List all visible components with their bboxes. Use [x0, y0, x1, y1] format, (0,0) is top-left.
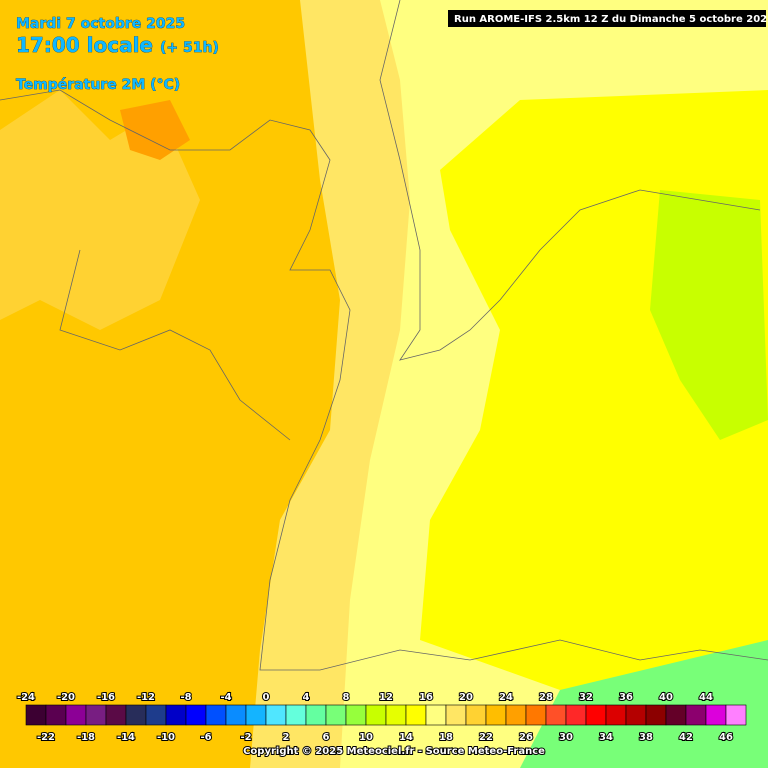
legend-swatch	[365, 704, 387, 726]
legend-label: -6	[200, 732, 211, 743]
legend-label: 0	[263, 692, 270, 703]
legend-swatch	[85, 704, 107, 726]
legend-swatch	[445, 704, 467, 726]
legend-label: 38	[639, 732, 653, 743]
legend-swatch	[605, 704, 627, 726]
field-name: Température 2M (°C)	[16, 77, 180, 93]
legend-swatch	[325, 704, 347, 726]
legend: -24-22-20-18-16-14-12-10-8-6-4-202468101…	[16, 691, 747, 744]
legend-swatch	[645, 704, 667, 726]
legend-label: 20	[459, 692, 473, 703]
legend-label: 12	[379, 692, 393, 703]
borders	[0, 0, 768, 671]
legend-swatch	[545, 704, 567, 726]
legend-label: 24	[499, 692, 513, 703]
legend-swatch	[485, 704, 507, 726]
legend-swatch	[625, 704, 647, 726]
legend-label: 36	[619, 692, 633, 703]
legend-swatch	[565, 704, 587, 726]
legend-label: 14	[399, 732, 413, 743]
legend-label: -4	[220, 692, 231, 703]
legend-swatch	[685, 704, 707, 726]
legend-label: 40	[659, 692, 673, 703]
time: 17:00 locale	[16, 33, 153, 57]
legend-label: -14	[117, 732, 135, 743]
legend-swatch	[265, 704, 287, 726]
run-info: Run AROME-IFS 2.5km 12 Z du Dimanche 5 o…	[454, 14, 768, 25]
legend-label: -22	[37, 732, 55, 743]
legend-swatch	[65, 704, 87, 726]
run-banner	[448, 10, 766, 27]
map-zone	[650, 190, 768, 440]
legend-swatch	[345, 704, 367, 726]
legend-swatch	[705, 704, 727, 726]
legend-swatch	[505, 704, 527, 726]
legend-swatch	[225, 704, 247, 726]
legend-label: 18	[439, 732, 453, 743]
legend-label: 26	[519, 732, 533, 743]
legend-label: 4	[303, 692, 310, 703]
legend-swatch	[525, 704, 547, 726]
legend-swatch	[305, 704, 327, 726]
legend-swatch	[125, 704, 147, 726]
legend-swatch	[185, 704, 207, 726]
legend-swatch	[405, 704, 427, 726]
legend-label: -20	[57, 692, 75, 703]
legend-label: -2	[240, 732, 251, 743]
legend-label: 28	[539, 692, 553, 703]
legend-label: 30	[559, 732, 573, 743]
legend-label: -10	[157, 732, 175, 743]
legend-label: 34	[599, 732, 613, 743]
map-zone	[520, 640, 768, 768]
legend-label: 16	[419, 692, 433, 703]
copyright: Copyright © 2025 Meteociel.fr - Source M…	[243, 746, 545, 757]
legend-label: -12	[137, 692, 155, 703]
legend-swatch	[285, 704, 307, 726]
legend-label: 42	[679, 732, 693, 743]
legend-swatch	[665, 704, 687, 726]
legend-swatch	[245, 704, 267, 726]
legend-label: -18	[77, 732, 95, 743]
legend-label: 2	[283, 732, 290, 743]
legend-label: 32	[579, 692, 593, 703]
legend-swatch	[165, 704, 187, 726]
legend-swatch	[145, 704, 167, 726]
date: Mardi 7 octobre 2025	[16, 16, 185, 32]
legend-label: -16	[97, 692, 115, 703]
legend-label: 22	[479, 732, 493, 743]
legend-label: 46	[719, 732, 733, 743]
legend-label: -8	[180, 692, 191, 703]
legend-swatch	[205, 704, 227, 726]
legend-swatch	[45, 704, 67, 726]
legend-label: 8	[343, 692, 350, 703]
legend-label: 10	[359, 732, 373, 743]
legend-swatch	[385, 704, 407, 726]
legend-swatch	[585, 704, 607, 726]
legend-label: -24	[17, 692, 35, 703]
legend-swatch	[465, 704, 487, 726]
lead-time: (+ 51h)	[160, 40, 219, 56]
legend-label: 44	[699, 692, 713, 703]
map-zone	[120, 100, 190, 160]
legend-swatch	[25, 704, 47, 726]
legend-label: 6	[323, 732, 330, 743]
legend-swatch	[725, 704, 747, 726]
legend-swatch	[105, 704, 127, 726]
legend-swatch	[425, 704, 447, 726]
